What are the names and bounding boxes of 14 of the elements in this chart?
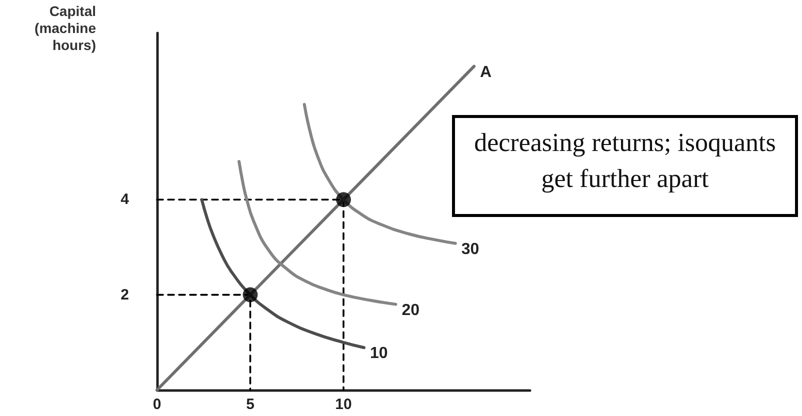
text-box: decreasing returns; isoquants get further apart: [452, 115, 798, 217]
y-tick-label: 4: [120, 191, 130, 208]
line-series: [238, 160, 398, 306]
x-tick-label: 10: [335, 396, 352, 413]
series-label: 10: [370, 345, 388, 362]
y-tick-label: 2: [120, 286, 129, 304]
series-label: 30: [461, 240, 480, 258]
series-label: 20: [402, 302, 420, 319]
series-label: A: [480, 64, 492, 81]
line-series: [200, 198, 366, 350]
line-series: [302, 102, 457, 245]
y-axis-title: Capital (machine hours): [34, 3, 96, 54]
x-tick-label: 5: [246, 396, 254, 413]
x-tick-label: 0: [152, 396, 162, 413]
